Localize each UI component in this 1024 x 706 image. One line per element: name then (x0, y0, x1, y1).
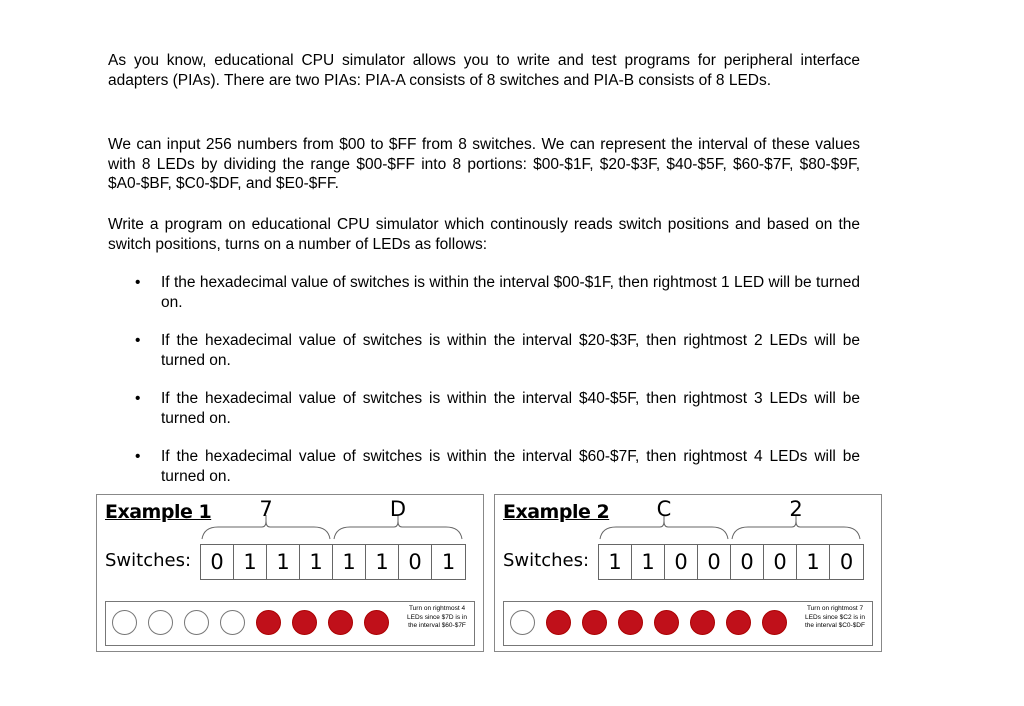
switch-bit: 0 (399, 545, 432, 579)
task-paragraph: Write a program on educational CPU simul… (108, 216, 860, 253)
bullet-text: If the hexadecimal value of switches is … (161, 448, 860, 485)
switch-bit: 1 (366, 545, 399, 579)
led-on (762, 610, 787, 635)
led-note: Turn on rightmost 4 LEDs since $7D is in… (407, 605, 467, 629)
switch-bit: 0 (201, 545, 234, 579)
switch-bit: 0 (731, 545, 764, 579)
hex-high-digit: 7 (259, 497, 273, 521)
example-title: Example 1 (105, 501, 212, 523)
switches-label: Switches: (503, 550, 590, 571)
bullet-icon: • (135, 274, 141, 291)
led-on (292, 610, 317, 635)
intro-paragraph: As you know, educational CPU simulator a… (108, 52, 860, 89)
hex-low-digit: 2 (789, 497, 803, 521)
switch-bit: 1 (234, 545, 267, 579)
led-on (690, 610, 715, 635)
brace-icon (201, 515, 463, 540)
led-on (256, 610, 281, 635)
led-off (112, 610, 137, 635)
hex-low-digit: D (389, 497, 407, 521)
led-on (726, 610, 751, 635)
led-note: Turn on rightmost 7 LEDs since $C2 is in… (805, 605, 865, 629)
led-off (148, 610, 173, 635)
switch-bit: 0 (764, 545, 797, 579)
bullet-text: If the hexadecimal value of switches is … (161, 390, 860, 427)
brace-icon (599, 515, 861, 540)
led-off (184, 610, 209, 635)
bullet-icon: • (135, 332, 141, 349)
led-on (364, 610, 389, 635)
bullet-text: If the hexadecimal value of switches is … (161, 332, 860, 369)
switch-bit: 1 (300, 545, 333, 579)
switches-label: Switches: (105, 550, 192, 571)
example-1-box: Example 1 7 D Switches: 0 1 1 1 1 1 0 1 Turn on righ… (96, 494, 484, 652)
hex-high-digit: C (656, 497, 672, 521)
switch-bit: 0 (665, 545, 698, 579)
led-on (328, 610, 353, 635)
switch-bit: 0 (839, 550, 854, 574)
bullet-icon: • (135, 448, 141, 465)
switch-bit: 1 (267, 545, 300, 579)
range-paragraph: We can input 256 numbers from $00 to $FF… (108, 136, 860, 192)
example-title: Example 2 (503, 501, 610, 523)
example-2-box: Example 2 C 2 Switches: 1 1 0 0 0 0 1 0 Turn on righ… (494, 494, 882, 652)
switch-bit: 1 (333, 545, 366, 579)
led-panel: Turn on rightmost 7 LEDs since $C2 is in… (503, 601, 873, 646)
led-on (618, 610, 643, 635)
led-off (220, 610, 245, 635)
switch-bit: 1 (632, 545, 665, 579)
led-on (546, 610, 571, 635)
switch-bit: 0 (698, 545, 731, 579)
switch-bit: 1 (599, 545, 632, 579)
bullet-icon: • (135, 390, 141, 407)
switch-bit: 1 (797, 545, 830, 579)
led-on (582, 610, 607, 635)
led-panel: Turn on rightmost 4 LEDs since $7D is in… (105, 601, 475, 646)
bullet-text: If the hexadecimal value of switches is … (161, 274, 860, 311)
switch-bit: 1 (441, 550, 456, 574)
led-off (510, 610, 535, 635)
led-on (654, 610, 679, 635)
